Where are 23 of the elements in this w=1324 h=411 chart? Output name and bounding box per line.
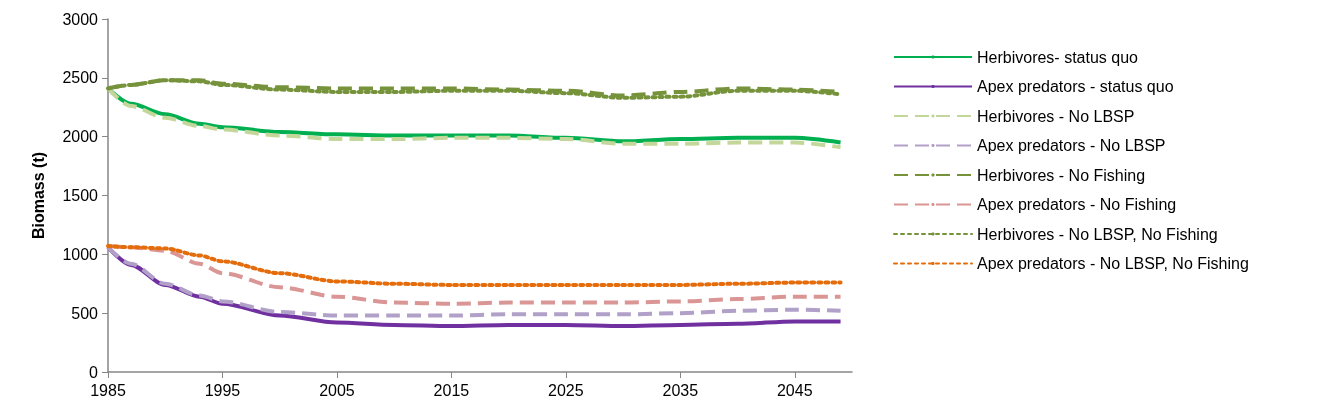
legend-label: Herbivores- status quo [977,48,1139,66]
y-axis-title: Biomass (t) [29,151,47,240]
x-tick-label: 2045 [776,381,813,399]
y-tick-label: 500 [71,304,99,322]
legend-label: Apex predators - No Fishing [977,196,1177,213]
y-tick-label: 1500 [62,187,99,204]
x-tick-label: 2005 [319,381,355,399]
y-tick-label: 0 [89,363,99,381]
x-tick-label: 1995 [204,381,241,399]
y-tick-label: 2500 [62,69,99,87]
x-tick-label: 1985 [90,381,126,399]
legend-label: Herbivores - No LBSP, No Fishing [977,225,1218,243]
y-tick-label: 3000 [62,10,99,28]
x-tick-label: 2025 [548,381,584,399]
legend-label: Apex predators - No LBSP [977,137,1166,154]
legend-label: Apex predators - No LBSP, No Fishing [977,255,1249,272]
y-tick-label: 1000 [62,245,99,263]
legend-label: Herbivores - No LBSP [977,107,1135,125]
legend-label: Apex predators - status quo [977,78,1174,95]
y-tick-label: 2000 [62,128,99,146]
legend-label: Herbivores - No Fishing [977,166,1146,184]
x-tick-label: 2035 [662,381,699,399]
x-tick-label: 2015 [433,381,470,399]
